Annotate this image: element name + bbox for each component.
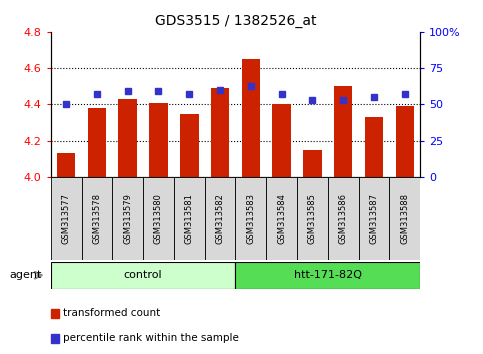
Bar	[272, 104, 291, 177]
Bar	[365, 117, 384, 177]
Bar	[389, 177, 420, 260]
Bar	[51, 262, 236, 289]
Text: GSM313578: GSM313578	[92, 193, 101, 244]
Bar	[112, 177, 143, 260]
Text: GSM313584: GSM313584	[277, 193, 286, 244]
Bar	[180, 114, 199, 177]
Bar	[334, 86, 353, 177]
Text: percentile rank within the sample: percentile rank within the sample	[63, 333, 239, 343]
Text: GDS3515 / 1382526_at: GDS3515 / 1382526_at	[155, 14, 316, 28]
Text: htt-171-82Q: htt-171-82Q	[294, 270, 362, 280]
Bar	[149, 103, 168, 177]
Bar	[205, 177, 236, 260]
Bar	[266, 177, 297, 260]
Text: GSM313588: GSM313588	[400, 193, 409, 244]
Bar	[303, 150, 322, 177]
Bar	[174, 177, 205, 260]
Text: GSM313586: GSM313586	[339, 193, 348, 244]
Bar	[143, 177, 174, 260]
Bar	[297, 177, 328, 260]
Bar	[396, 106, 414, 177]
Bar	[82, 177, 112, 260]
Bar	[236, 262, 420, 289]
Text: GSM313581: GSM313581	[185, 193, 194, 244]
Bar	[211, 88, 229, 177]
Text: agent: agent	[10, 270, 42, 280]
Bar	[57, 153, 75, 177]
Text: GSM313579: GSM313579	[123, 193, 132, 244]
Bar	[242, 59, 260, 177]
Bar	[118, 99, 137, 177]
Text: GSM313582: GSM313582	[215, 193, 225, 244]
Bar	[358, 177, 389, 260]
Text: transformed count: transformed count	[63, 308, 160, 318]
Bar	[51, 177, 82, 260]
Bar	[328, 177, 358, 260]
Text: control: control	[124, 270, 162, 280]
Text: GSM313585: GSM313585	[308, 193, 317, 244]
Text: GSM313583: GSM313583	[246, 193, 256, 244]
Text: GSM313580: GSM313580	[154, 193, 163, 244]
Bar	[88, 108, 106, 177]
Text: GSM313577: GSM313577	[62, 193, 71, 244]
Text: GSM313587: GSM313587	[369, 193, 379, 244]
Bar	[236, 177, 266, 260]
